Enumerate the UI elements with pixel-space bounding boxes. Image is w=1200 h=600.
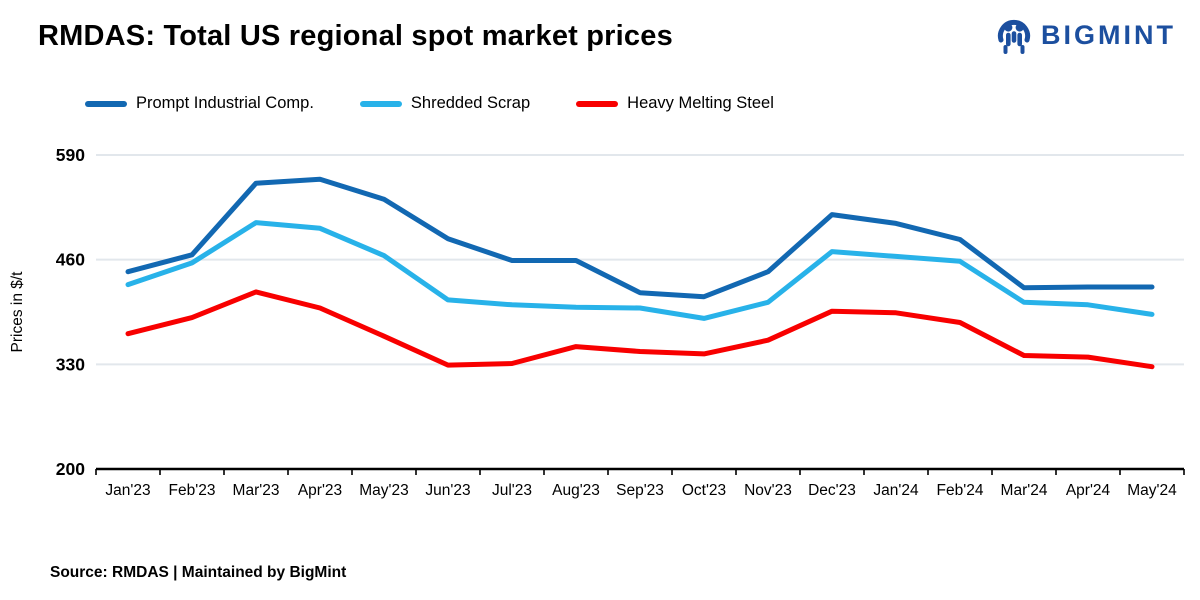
- y-tick-label: 590: [56, 145, 85, 165]
- legend-item-heavy-melting-steel: Heavy Melting Steel: [576, 94, 774, 113]
- x-tick-label: Mar'24: [1001, 482, 1048, 499]
- x-tick-label: Mar'23: [233, 482, 280, 499]
- x-tick-label: Aug'23: [552, 482, 600, 499]
- legend-swatch-prompt-industrial-comp: [85, 100, 127, 107]
- x-tick-label: Apr'24: [1066, 482, 1111, 499]
- x-tick-label: Dec'23: [808, 482, 856, 499]
- y-tick-label: 330: [56, 354, 85, 374]
- price-chart: 200 330 460 590 Jan'23 Feb'23 Mar'23 Apr'23 May'…: [0, 130, 1200, 550]
- source-note: Source: RMDAS | Maintained by BigMint: [50, 564, 347, 581]
- y-tick-label: 200: [56, 459, 85, 479]
- x-tick-label: Jul'23: [492, 482, 532, 499]
- legend-swatch-shredded-scrap: [359, 100, 402, 107]
- bigmint-logo: BIGMINT: [994, 14, 1176, 56]
- y-axis-title: Prices in $/t: [9, 271, 26, 353]
- x-tick-label: Apr'23: [298, 482, 342, 499]
- line-shredded-scrap: [125, 220, 1155, 321]
- x-tick-label: Jan'24: [873, 482, 919, 499]
- x-tick-label: Sep'23: [616, 482, 664, 499]
- legend-swatch-heavy-melting-steel: [576, 100, 619, 107]
- y-tick-label: 460: [56, 250, 85, 270]
- legend-label-heavy-melting-steel: Heavy Melting Steel: [627, 94, 774, 112]
- legend-label-shredded-scrap: Shredded Scrap: [410, 94, 531, 112]
- bigmint-logo-icon: [997, 19, 1031, 54]
- x-tick-label: May'23: [359, 482, 408, 499]
- chart-title: RMDAS: Total US regional spot market pri…: [38, 20, 673, 52]
- legend-item-prompt-industrial-comp: Prompt Industrial Comp.: [85, 94, 314, 113]
- line-heavy-melting-steel: [125, 289, 1155, 370]
- bigmint-logo-text: BIGMINT: [1041, 19, 1176, 50]
- x-tick-label: Feb'23: [169, 482, 216, 499]
- x-tick-label: Feb'24: [937, 482, 984, 499]
- x-tick-label: Nov'23: [744, 482, 792, 499]
- legend-item-shredded-scrap: Shredded Scrap: [359, 94, 531, 113]
- x-tick-label: Jun'23: [425, 482, 470, 499]
- line-prompt-industrial-comp: [125, 176, 1155, 300]
- chart-legend: Prompt Industrial Comp. Shredded Scrap Hea…: [85, 94, 774, 113]
- x-tick-label: Jan'23: [105, 482, 150, 499]
- x-tick-label: May'24: [1127, 482, 1177, 499]
- x-tick-label: Oct'23: [682, 482, 726, 499]
- chart-canvas: 200 330 460 590 Jan'23 Feb'23 Mar'23 Apr'23 May'…: [9, 145, 1185, 499]
- legend-label-prompt-industrial-comp: Prompt Industrial Comp.: [136, 94, 314, 112]
